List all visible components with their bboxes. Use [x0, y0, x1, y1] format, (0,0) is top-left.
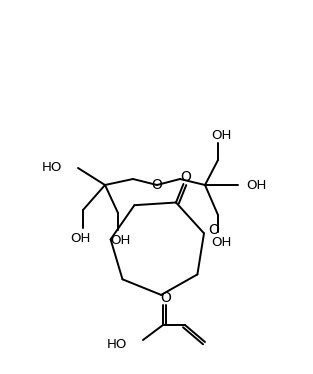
Text: O: O: [208, 223, 219, 237]
Text: OH: OH: [110, 233, 130, 246]
Text: O: O: [151, 178, 162, 192]
Text: HO: HO: [107, 337, 127, 350]
Text: O: O: [181, 171, 192, 184]
Text: O: O: [161, 291, 172, 305]
Text: HO: HO: [42, 160, 62, 174]
Text: OH: OH: [246, 178, 266, 191]
Text: OH: OH: [211, 129, 231, 141]
Text: OH: OH: [70, 232, 90, 245]
Text: OH: OH: [211, 236, 231, 248]
